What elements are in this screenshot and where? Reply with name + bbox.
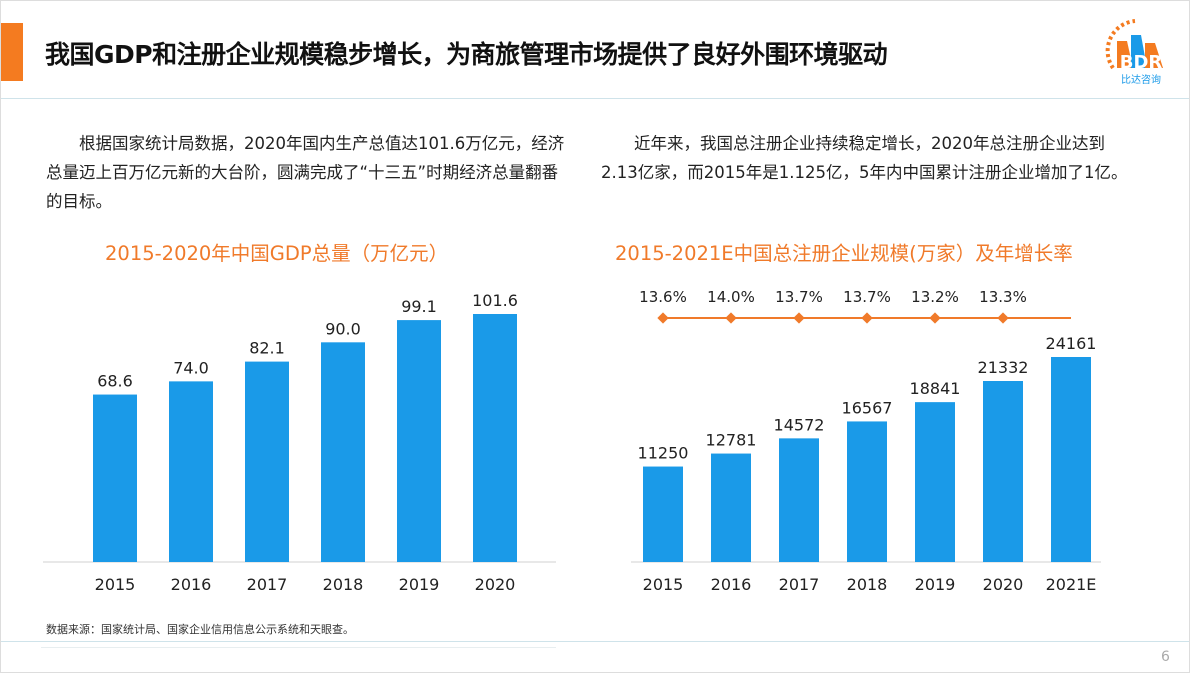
footer-divider-inner (41, 647, 556, 648)
enterprise-x-tick-label: 2015 (643, 575, 684, 594)
gdp-bar (93, 394, 137, 562)
title-accent-bar (1, 23, 23, 81)
growth-rate-point (861, 312, 873, 324)
enterprise-data-label: 12781 (706, 431, 757, 450)
gdp-data-label: 74.0 (173, 358, 209, 377)
gdp-x-tick-label: 2018 (323, 575, 364, 594)
gdp-data-label: 99.1 (401, 297, 437, 316)
growth-rate-label: 13.7% (843, 288, 891, 306)
gdp-description: 根据国家统计局数据，2020年国内生产总值达101.6万亿元，经济总量迈上百万亿… (46, 134, 565, 211)
enterprise-description: 近年来，我国总注册企业持续稳定增长，2020年总注册企业达到2.13亿家，而20… (601, 134, 1128, 182)
growth-rate-point (929, 312, 941, 324)
enterprise-bar (915, 402, 955, 562)
enterprise-bar (711, 453, 751, 562)
growth-rate-label: 13.3% (979, 288, 1027, 306)
growth-rate-label: 13.7% (775, 288, 823, 306)
data-source: 数据来源：国家统计局、国家企业信用信息公示系统和天眼查。 (46, 623, 354, 636)
gdp-data-label: 68.6 (97, 372, 133, 391)
gdp-x-tick-label: 2017 (247, 575, 288, 594)
gdp-bar (397, 320, 441, 562)
gdp-chart-title: 2015-2020年中国GDP总量（万亿元） (105, 242, 449, 265)
enterprise-bar (779, 438, 819, 562)
gdp-bar (321, 342, 365, 562)
enterprise-x-tick-label: 2017 (779, 575, 820, 594)
svg-text:比达咨询: 比达咨询 (1121, 73, 1161, 86)
enterprise-x-tick-label: 2018 (847, 575, 888, 594)
growth-rate-point (793, 312, 805, 324)
enterprise-data-label: 14572 (774, 415, 825, 434)
growth-rate-point (725, 312, 737, 324)
bdr-logo: BDR 比达咨询 (1105, 19, 1163, 86)
page-number: 6 (1161, 649, 1170, 665)
gdp-x-tick-label: 2020 (475, 575, 516, 594)
footer-divider (1, 641, 1189, 642)
enterprise-bar (847, 421, 887, 562)
gdp-x-tick-label: 2015 (95, 575, 136, 594)
svg-text:BDR: BDR (1120, 52, 1163, 73)
growth-rate-point (997, 312, 1009, 324)
gdp-bar (245, 361, 289, 562)
gdp-data-label: 82.1 (249, 339, 285, 358)
gdp-x-tick-label: 2016 (171, 575, 212, 594)
growth-rate-label: 13.6% (639, 288, 687, 306)
enterprise-x-tick-label: 2019 (915, 575, 956, 594)
growth-rate-point (657, 312, 669, 324)
enterprise-data-label: 16567 (842, 398, 893, 417)
gdp-data-label: 90.0 (325, 319, 361, 338)
gdp-data-label: 101.6 (472, 291, 518, 310)
enterprise-chart-title: 2015-2021E中国总注册企业规模(万家）及年增长率 (615, 242, 1073, 265)
enterprise-x-tick-label: 2016 (711, 575, 752, 594)
enterprise-x-tick-label: 2021E (1046, 575, 1097, 594)
gdp-x-tick-label: 2019 (399, 575, 440, 594)
enterprise-bar (1051, 357, 1091, 562)
enterprise-x-tick-label: 2020 (983, 575, 1024, 594)
header-divider (1, 98, 1189, 99)
enterprise-bar (983, 381, 1023, 562)
gdp-bar (169, 381, 213, 562)
enterprise-data-label: 11250 (638, 444, 689, 463)
page-title: 我国GDP和注册企业规模稳步增长，为商旅管理市场提供了良好外围环境驱动 (45, 40, 888, 69)
enterprise-data-label: 21332 (978, 358, 1029, 377)
enterprise-data-label: 18841 (910, 379, 961, 398)
enterprise-data-label: 24161 (1046, 334, 1097, 353)
enterprise-bar (643, 466, 683, 562)
growth-rate-label: 13.2% (911, 288, 959, 306)
gdp-bar (473, 314, 517, 562)
growth-rate-label: 14.0% (707, 288, 755, 306)
